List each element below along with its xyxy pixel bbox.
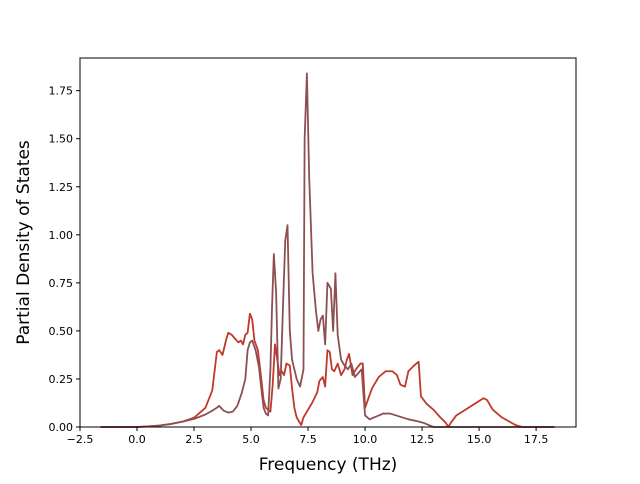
y-tick-label: 1.25 [49,181,74,194]
y-tick-label: 0.50 [49,325,74,338]
series-layer [100,72,555,428]
x-tick-label: 12.5 [410,433,435,446]
y-axis-ticks: 0.00 0.25 0.50 0.75 1.00 1.25 1.50 1.75 [49,85,80,434]
x-tick-label: 15.0 [467,433,492,446]
pdos-series-line-2 [100,72,555,428]
x-tick-label: 7.5 [299,433,317,446]
x-axis-ticks: −2.5 0.0 2.5 5.0 7.5 10.0 12.5 15.0 17.5 [67,427,549,446]
y-tick-label: 0.00 [49,421,74,434]
y-axis-label: Partial Density of States [14,140,34,345]
x-tick-label: 5.0 [242,433,260,446]
x-tick-label: −2.5 [67,433,94,446]
plot-area-frame [79,57,577,428]
y-tick-label: 0.25 [49,373,74,386]
x-tick-label: 17.5 [524,433,549,446]
y-tick-label: 1.75 [49,85,74,98]
x-tick-label: 0.0 [128,433,146,446]
y-tick-label: 1.50 [49,133,74,146]
y-tick-label: 1.00 [49,229,74,242]
x-tick-label: 10.0 [353,433,378,446]
x-axis-label: Frequency (THz) [259,455,398,475]
pdos-series-line-1 [100,312,555,428]
x-tick-label: 2.5 [185,433,203,446]
y-tick-label: 0.75 [49,277,74,290]
